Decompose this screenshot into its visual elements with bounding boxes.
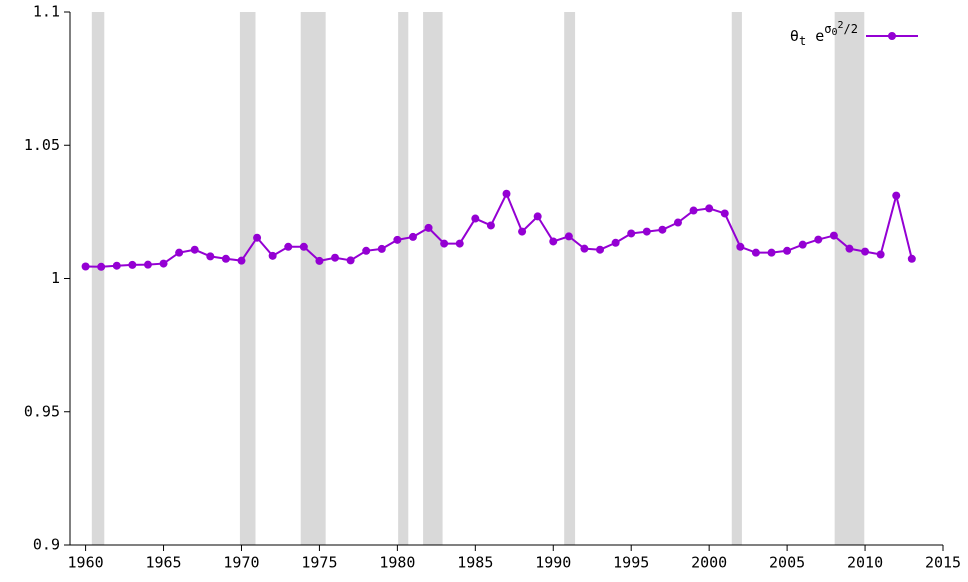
data-point	[845, 244, 854, 253]
recession-band	[398, 12, 409, 545]
data-point	[128, 260, 137, 269]
x-tick-label: 2015	[925, 554, 961, 572]
data-point	[440, 239, 449, 248]
data-point	[783, 246, 792, 255]
x-tick-label: 1985	[457, 554, 493, 572]
data-point	[673, 218, 682, 227]
recession-band	[423, 12, 443, 545]
data-point	[455, 239, 464, 248]
data-point	[424, 223, 433, 232]
data-point	[175, 248, 184, 257]
data-point	[861, 247, 870, 256]
legend-label-part: θ	[790, 27, 799, 45]
data-point	[549, 237, 558, 246]
x-tick-label: 1980	[379, 554, 415, 572]
data-point	[611, 238, 620, 247]
y-tick-label: 0.95	[24, 402, 60, 420]
data-point	[767, 248, 776, 257]
recession-band	[239, 12, 256, 545]
data-point	[689, 206, 698, 215]
recession-band	[300, 12, 326, 545]
data-point	[533, 212, 542, 221]
data-point	[237, 256, 246, 265]
legend-marker	[888, 32, 896, 40]
data-point	[362, 246, 371, 255]
x-tick-label: 2000	[691, 554, 727, 572]
data-point	[627, 229, 636, 238]
data-point	[221, 254, 230, 263]
data-point	[876, 250, 885, 259]
data-point	[564, 232, 573, 241]
recession-band	[834, 12, 865, 545]
data-point	[299, 242, 308, 251]
x-tick-label: 1975	[301, 554, 337, 572]
data-point	[377, 244, 386, 253]
data-point	[143, 260, 152, 269]
x-tick-label: 1995	[613, 554, 649, 572]
data-point	[518, 227, 527, 236]
data-point	[705, 204, 714, 213]
data-point	[408, 232, 417, 241]
data-point	[642, 227, 651, 236]
y-tick-label: 1.05	[24, 136, 60, 154]
legend-label-part: 0	[831, 27, 837, 38]
legend-label-part: 2	[838, 20, 844, 31]
legend-label-part: σ	[824, 22, 831, 36]
data-point	[751, 248, 760, 257]
x-tick-label: 1970	[223, 554, 259, 572]
data-point	[190, 245, 199, 254]
x-tick-label: 1990	[535, 554, 571, 572]
y-tick-label: 1	[51, 269, 60, 287]
data-point	[159, 259, 168, 268]
legend-label-part: e	[806, 27, 824, 45]
data-point	[798, 240, 807, 249]
data-point	[393, 235, 402, 244]
data-point	[892, 191, 901, 200]
x-tick-label: 1960	[68, 554, 104, 572]
data-point	[502, 189, 511, 198]
data-point	[471, 214, 480, 223]
legend-label-part: /2	[844, 22, 858, 36]
data-point	[346, 256, 355, 265]
data-point	[112, 261, 121, 270]
x-tick-label: 1965	[145, 554, 181, 572]
data-point	[81, 262, 90, 271]
y-tick-label: 1.1	[33, 3, 60, 21]
data-point	[253, 233, 262, 242]
legend-label-part: t	[799, 34, 806, 48]
data-point	[580, 244, 589, 253]
data-point	[206, 252, 215, 261]
data-point	[596, 245, 605, 254]
recession-band	[91, 12, 105, 545]
data-point	[658, 225, 667, 234]
data-point	[814, 235, 823, 244]
data-point	[486, 221, 495, 230]
data-point	[284, 242, 293, 251]
x-tick-label: 2005	[769, 554, 805, 572]
data-point	[268, 251, 277, 260]
data-point	[829, 231, 838, 240]
data-point	[331, 253, 340, 262]
x-tick-label: 2010	[847, 554, 883, 572]
recession-band	[564, 12, 576, 545]
legend-label: θt eσ02/2	[790, 20, 858, 48]
data-point	[907, 254, 916, 263]
data-point	[736, 242, 745, 251]
data-point	[97, 262, 106, 271]
y-tick-label: 0.9	[33, 536, 60, 554]
data-point	[720, 209, 729, 218]
data-point	[315, 256, 324, 265]
recession-band	[731, 12, 742, 545]
